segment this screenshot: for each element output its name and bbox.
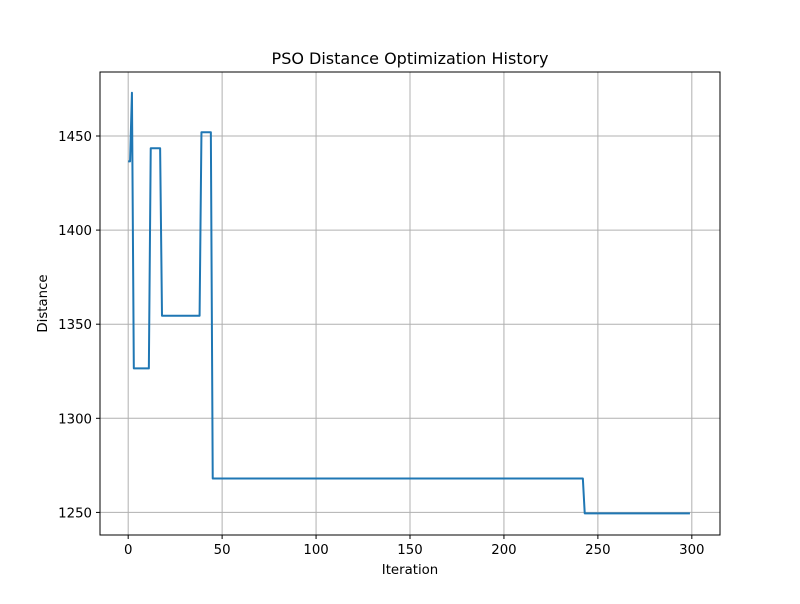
y-tick-label: 1350 bbox=[58, 318, 92, 333]
x-tick-label: 200 bbox=[491, 543, 516, 558]
y-tick-label: 1400 bbox=[58, 224, 92, 239]
chart-title: PSO Distance Optimization History bbox=[272, 49, 549, 68]
y-axis-label: Distance bbox=[36, 274, 51, 332]
y-tick-label: 1250 bbox=[58, 506, 92, 521]
y-tick-label: 1450 bbox=[58, 130, 92, 145]
y-tick-label: 1300 bbox=[58, 412, 92, 427]
y-axis: 1250 1300 1350 1400 1450 bbox=[58, 130, 100, 521]
x-tick-label: 0 bbox=[124, 543, 132, 558]
series-layer bbox=[128, 91, 690, 515]
x-tick-label: 100 bbox=[303, 543, 328, 558]
distance-series-line bbox=[128, 91, 690, 515]
x-tick-label: 300 bbox=[679, 543, 704, 558]
x-axis-label: Iteration bbox=[382, 563, 438, 578]
x-tick-label: 150 bbox=[397, 543, 422, 558]
x-tick-label: 250 bbox=[585, 543, 610, 558]
x-axis: 0 50 100 150 200 250 300 bbox=[124, 535, 705, 558]
x-tick-label: 50 bbox=[214, 543, 231, 558]
grid bbox=[100, 72, 720, 535]
